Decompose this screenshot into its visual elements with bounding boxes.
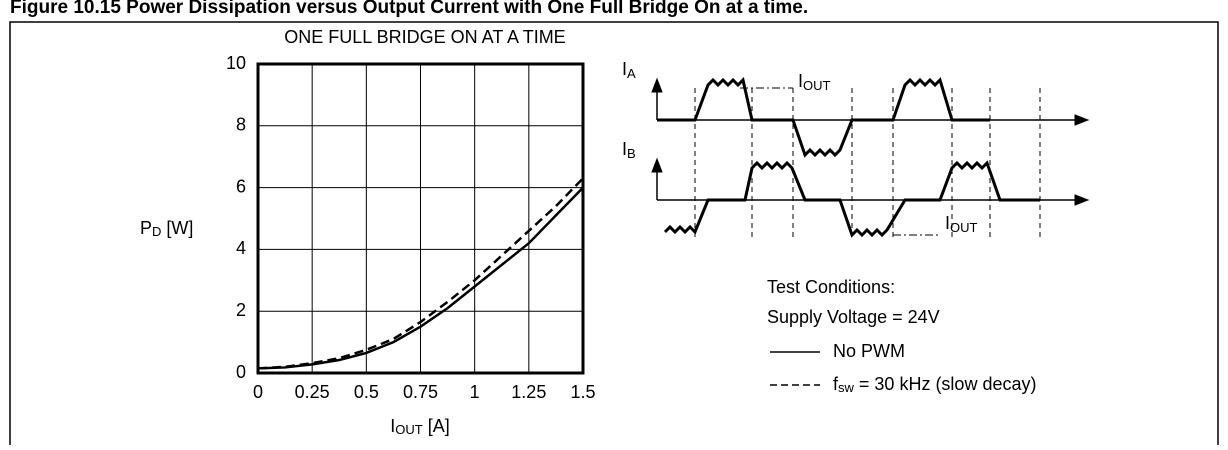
iout-top-sub: OUT: [803, 78, 831, 93]
ia-main: I: [622, 59, 627, 79]
y-tick-label: 8: [236, 115, 246, 135]
series-line: [257, 186, 584, 370]
y-tick-label: 10: [226, 53, 246, 73]
y-tick-label: 0: [236, 362, 246, 382]
legend-rest: = 30 kHz (slow decay): [854, 374, 1037, 394]
legend-main: f: [833, 374, 839, 394]
legend-entry: No PWM: [833, 341, 905, 361]
plot-frame: [256, 62, 585, 375]
x-label-main: I: [390, 416, 395, 436]
x-tick-label: 1.5: [570, 382, 595, 402]
x-tick-label: 1.25: [511, 382, 546, 402]
ib-main: I: [622, 139, 627, 159]
chart-subtitle: ONE FULL BRIDGE ON AT A TIME: [284, 27, 565, 47]
y-tick-label: 4: [236, 238, 246, 258]
legend-sub: sw: [838, 380, 855, 395]
series-line: [257, 177, 584, 370]
x-tick-label: 0.75: [403, 382, 438, 402]
ia-label: IA: [622, 59, 636, 82]
y-axis-label: PD [W]: [140, 218, 193, 240]
y-label-main: P: [140, 218, 152, 238]
y-tick-label: 6: [236, 176, 246, 196]
legend-entry: fsw = 30 kHz (slow decay): [833, 374, 1036, 396]
iout-top-main: I: [798, 71, 803, 91]
x-axis-label: IOUT [A]: [390, 416, 449, 438]
x-tick-label: 1: [470, 382, 480, 402]
iout-top-label: IOUT: [798, 71, 831, 94]
y-label-rest: [W]: [161, 218, 193, 238]
y-tick-label: 2: [236, 300, 246, 320]
iout-bottom-sub: OUT: [950, 220, 978, 235]
x-label-sub: OUT: [395, 422, 423, 437]
figure-title: Figure 10.15 Power Dissipation versus Ou…: [10, 0, 808, 18]
ib-sub: B: [627, 146, 636, 161]
y-label-sub: D: [152, 224, 161, 239]
iout-bottom-main: I: [945, 213, 950, 233]
ib-label: IB: [622, 139, 636, 162]
x-tick-label: 0.5: [354, 382, 379, 402]
x-tick-label: 0.25: [295, 382, 330, 402]
x-tick-label: 0: [253, 382, 263, 402]
iout-bottom-label: IOUT: [945, 213, 978, 236]
legend-title: Supply Voltage = 24V: [767, 307, 940, 327]
legend-title: Test Conditions:: [767, 277, 895, 297]
ia-sub: A: [627, 66, 636, 81]
x-label-rest: [A]: [423, 416, 450, 436]
frame: [9, 21, 1219, 450]
waveform-diagram: [651, 77, 1090, 238]
